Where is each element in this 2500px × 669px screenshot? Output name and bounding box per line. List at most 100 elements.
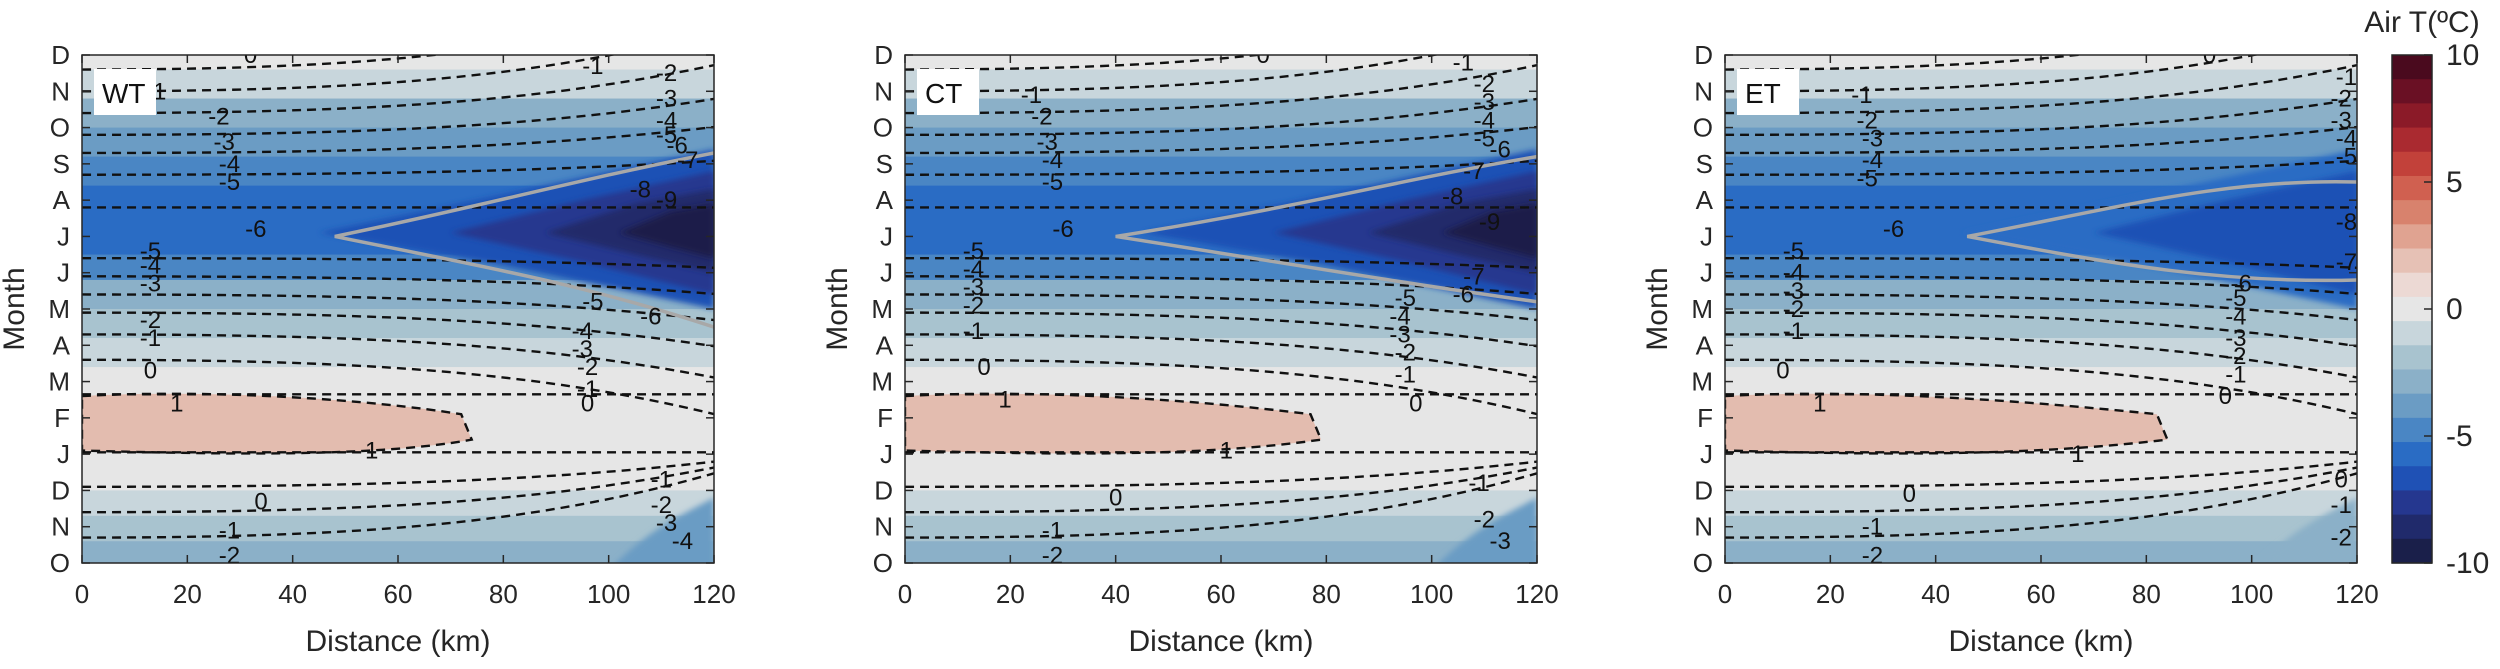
colorbar-segment [2392,321,2432,346]
contour-label: -5 [1395,285,1416,312]
contour-label: -7 [2336,249,2357,276]
colorbar-segment [2392,224,2432,250]
y-tick-label: J [1700,258,1713,288]
y-tick-label: J [1700,439,1713,469]
contour-label: -4 [1783,260,1804,287]
contour-label: -5 [1783,238,1804,265]
colorbar-segment [2392,466,2432,492]
x-axis-label: Distance (km) [1948,625,2133,658]
contour-label: -2 [219,543,240,570]
y-axis-label: Month [1641,267,1674,350]
contour-line [1725,392,2170,455]
contour-line [82,125,714,155]
colorbar-segment [2392,442,2432,467]
contour-label: -3 [963,274,984,301]
y-tick-label: S [876,149,893,179]
x-axis-label: Distance (km) [1128,625,1313,658]
contour-line [1725,257,2357,269]
contour-line [82,63,714,115]
contour-label: -5 [1857,165,1878,192]
contour-label: -8 [1442,184,1463,211]
panel-label: WT [102,78,146,109]
y-tick-label: S [53,149,70,179]
contour-label: -5 [1042,169,1063,196]
contour-label: -1 [140,325,161,352]
field-band [905,541,1537,563]
colorbar-tick-label: -10 [2446,547,2489,580]
y-tick-label: A [53,185,71,215]
y-tick-label: F [877,403,893,433]
field-band [905,515,1537,543]
contour-label: -1 [2336,64,2357,91]
contour-line [1725,125,2357,155]
contour-label: 0 [1256,42,1269,69]
contour-line [905,311,1537,348]
contour-label: -1 [577,376,598,403]
colorbar-segment [2392,200,2432,225]
contour-label: 0 [977,354,990,381]
x-tick-label: 20 [1816,579,1845,609]
contour-label: 0 [2203,42,2216,69]
contour-label: -1 [1042,517,1063,544]
temperature-field: 0-1-1-2-3-4-5-6-7-2-3-4-5-6-8-9-5-4-3-2-… [82,42,714,570]
contour-line [82,275,714,296]
colorbar-segment [2392,417,2432,443]
x-tick-label: 80 [1312,579,1341,609]
panel-wt: 0-1-1-2-3-4-5-6-7-2-3-4-5-6-8-9-5-4-3-2-… [0,40,736,658]
y-tick-label: N [51,76,70,106]
colorbar-segment [2392,103,2432,129]
contour-label: -1 [1453,49,1474,76]
contour-line [905,293,1537,322]
contour-label: -9 [1479,209,1500,236]
panel-label-box [1737,69,1799,115]
contour-label: -3 [656,510,677,537]
contour-line [905,275,1537,296]
y-tick-label: M [48,367,70,397]
contour-label: 0 [244,42,257,69]
y-axis-label: Month [821,267,854,350]
x-tick-label: 0 [1718,579,1732,609]
contour-label: -3 [1783,278,1804,305]
contour-label: -1 [1395,361,1416,388]
contour-line [1725,293,2357,322]
y-tick-label: N [874,512,893,542]
y-tick-label: J [880,221,893,251]
contour-label: -2 [577,354,598,381]
contour-label: -6 [1052,216,1073,243]
y-tick-label: D [1694,475,1713,505]
x-tick-label: 120 [1515,579,1558,609]
contour-label: -6 [2230,271,2251,298]
x-tick-label: 60 [1207,579,1236,609]
contour-label: -1 [1783,318,1804,345]
y-tick-label: A [876,330,894,360]
field-band [82,338,714,369]
contour-label: -8 [2336,209,2357,236]
contour-label: 0 [254,488,267,515]
field-band [1725,338,2357,369]
y-tick-label: J [1700,221,1713,251]
contour-label: -2 [1857,107,1878,134]
contour-label: 0 [1903,481,1916,508]
y-tick-label: N [874,76,893,106]
x-tick-label: 80 [489,579,518,609]
contour-label: -3 [1474,89,1495,116]
y-tick-label: M [871,294,893,324]
contour-label: -7 [1463,158,1484,185]
contour-line [905,55,1440,93]
y-tick-label: S [1696,149,1713,179]
contour-label: -6 [245,216,266,243]
x-tick-label: 60 [2027,579,2056,609]
contour-label: 0 [2219,383,2232,410]
contour-line [82,55,617,93]
contour-label: -2 [2331,525,2352,552]
cold-region [619,203,714,259]
contour-line [905,159,1537,176]
x-tick-label: 40 [278,579,307,609]
y-tick-label: O [50,548,70,578]
contour-label: -1 [1468,470,1489,497]
contour-line [1725,97,2357,137]
contour-label: -2 [1474,71,1495,98]
contour-line [905,97,1537,137]
contour-label: 0 [2335,467,2348,494]
